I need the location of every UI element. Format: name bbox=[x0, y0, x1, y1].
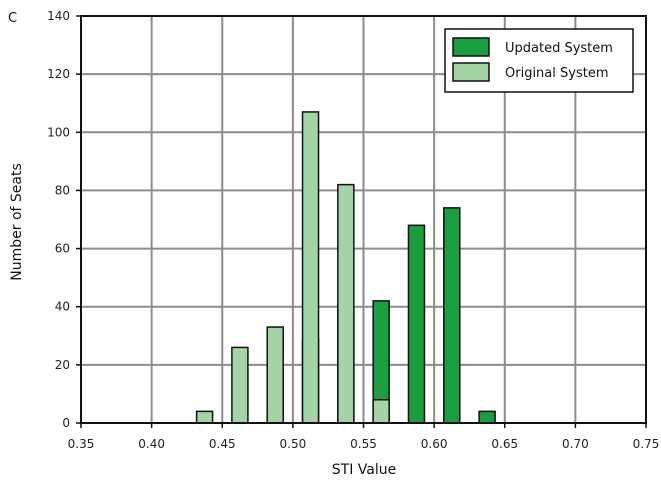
y-tick-label: 100 bbox=[47, 125, 70, 139]
x-tick-label: 0.60 bbox=[421, 437, 448, 451]
bar-original-system bbox=[301, 111, 320, 424]
y-tick-label: 0 bbox=[62, 416, 70, 430]
ticks: 0.35 0.40 0.45 0.50 0.55 0.60 0.65 0.70 0.75 0 20 4… bbox=[47, 9, 659, 451]
legend-swatch-original bbox=[452, 62, 490, 82]
x-tick-label: 0.70 bbox=[562, 437, 589, 451]
bar-updated-system bbox=[478, 410, 496, 424]
x-tick-label: 0.55 bbox=[350, 437, 377, 451]
bar-original-system bbox=[372, 398, 390, 424]
legend-label-original: Original System bbox=[505, 66, 608, 81]
bar-original-system bbox=[266, 326, 284, 424]
y-tick-label: 80 bbox=[55, 183, 70, 197]
y-tick-label: 40 bbox=[55, 300, 70, 314]
panel-label: C bbox=[8, 11, 17, 26]
y-axis-title: Number of Seats bbox=[9, 163, 25, 281]
legend-swatch-updated bbox=[452, 37, 490, 57]
x-tick-label: 0.45 bbox=[209, 437, 236, 451]
y-tick-label: 60 bbox=[55, 242, 70, 256]
bar-original-system bbox=[195, 410, 214, 424]
x-tick-label: 0.35 bbox=[68, 437, 95, 451]
legend: Updated System Original System bbox=[444, 28, 634, 93]
bar-original-system bbox=[231, 346, 249, 424]
x-tick-label: 0.40 bbox=[138, 437, 165, 451]
x-tick-label: 0.75 bbox=[633, 437, 660, 451]
y-tick-label: 140 bbox=[47, 9, 70, 23]
x-tick-label: 0.50 bbox=[280, 437, 307, 451]
x-axis-title: STI Value bbox=[332, 462, 396, 478]
x-tick-label: 0.65 bbox=[491, 437, 518, 451]
y-tick-label: 120 bbox=[47, 67, 70, 81]
bar-updated-system bbox=[443, 207, 461, 424]
bars bbox=[195, 111, 496, 424]
y-tick-label: 20 bbox=[55, 358, 70, 372]
bar-updated-system bbox=[407, 224, 426, 424]
bar-original-system bbox=[337, 183, 355, 424]
legend-label-updated: Updated System bbox=[505, 41, 613, 56]
